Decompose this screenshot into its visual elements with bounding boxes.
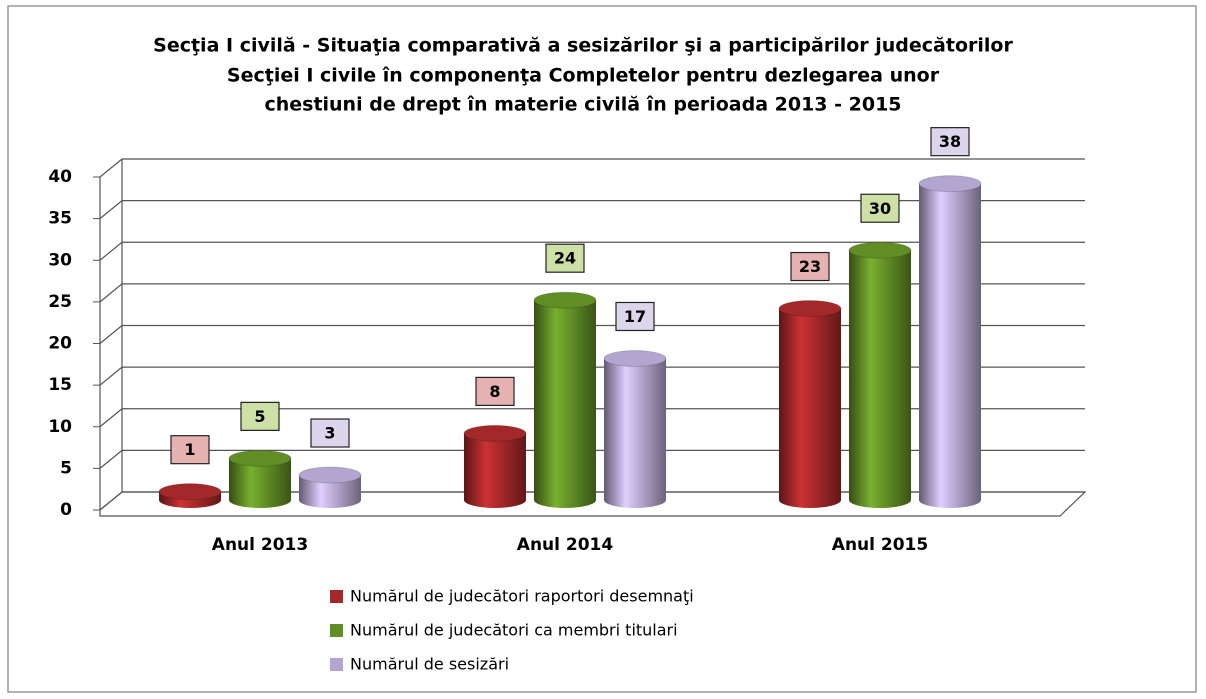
legend-label: Numărul de sesizări xyxy=(350,655,509,674)
bar xyxy=(849,250,911,508)
bar xyxy=(534,300,596,508)
bar-top xyxy=(848,241,912,259)
data-label-box xyxy=(790,251,830,282)
legend-label: Numărul de judecători ca membri titulari xyxy=(350,621,678,640)
bar xyxy=(919,183,981,508)
bar xyxy=(604,358,666,508)
legend-swatch xyxy=(330,658,343,671)
data-label-box xyxy=(545,243,585,273)
y-tick-label: 40 xyxy=(48,167,72,187)
data-label-box xyxy=(240,401,280,431)
data-label: 5 xyxy=(254,407,265,426)
x-tick-label: Anul 2015 xyxy=(832,535,928,555)
data-label: 23 xyxy=(799,257,821,276)
bar-top xyxy=(298,466,362,484)
frame xyxy=(7,5,1197,693)
grid-line xyxy=(99,449,1085,469)
y-tick-label: 0 xyxy=(60,500,72,520)
y-tick-label: 15 xyxy=(48,375,72,395)
legend-swatch xyxy=(330,624,343,637)
grid-line xyxy=(99,366,1085,386)
chart-title: Secţiei I civile în componenţa Completel… xyxy=(227,65,940,87)
bar-top xyxy=(533,291,597,309)
chart-title: Secţia I civilă - Situaţia comparativă a… xyxy=(153,35,1013,57)
data-label: 24 xyxy=(554,249,576,268)
data-label-box xyxy=(930,127,970,157)
x-tick-label: Anul 2014 xyxy=(517,535,614,555)
y-tick-label: 10 xyxy=(48,417,72,437)
grid-line xyxy=(99,324,1085,344)
bar-top xyxy=(158,483,222,501)
data-label: 3 xyxy=(324,424,335,443)
bar-top xyxy=(228,449,292,467)
data-label: 8 xyxy=(489,382,500,401)
y-tick-label: 30 xyxy=(48,250,72,270)
data-label-box xyxy=(310,418,350,448)
bar xyxy=(464,433,526,508)
y-tick-label: 5 xyxy=(60,458,72,478)
data-label-box xyxy=(860,193,900,223)
bar-top xyxy=(778,300,842,318)
y-tick-label: 20 xyxy=(48,334,72,354)
bar-top xyxy=(918,175,982,193)
data-label: 17 xyxy=(624,307,646,326)
chart-title: chestiuni de drept în materie civilă în … xyxy=(264,94,901,116)
grid-line xyxy=(99,241,1085,261)
data-label: 38 xyxy=(939,132,961,151)
y-tick-label: 25 xyxy=(48,292,72,312)
grid-line xyxy=(99,491,1085,511)
data-label: 1 xyxy=(184,440,195,459)
x-tick-label: Anul 2013 xyxy=(212,535,308,555)
bar xyxy=(779,308,841,508)
bar xyxy=(229,458,291,508)
legend-swatch xyxy=(330,590,343,603)
grid-line xyxy=(99,283,1085,303)
legend-label: Numărul de judecători raportori desemnaţ… xyxy=(350,587,694,606)
bar-top xyxy=(463,424,527,442)
y-tick-label: 35 xyxy=(48,209,72,229)
data-label: 30 xyxy=(869,199,891,218)
bar xyxy=(299,475,361,508)
grid-line xyxy=(99,408,1085,428)
grid-line xyxy=(99,158,1085,178)
grid-line xyxy=(99,200,1085,220)
data-label-box xyxy=(170,435,210,465)
bar-top xyxy=(603,349,667,367)
data-label-box xyxy=(475,376,515,406)
data-label-box xyxy=(615,301,655,332)
